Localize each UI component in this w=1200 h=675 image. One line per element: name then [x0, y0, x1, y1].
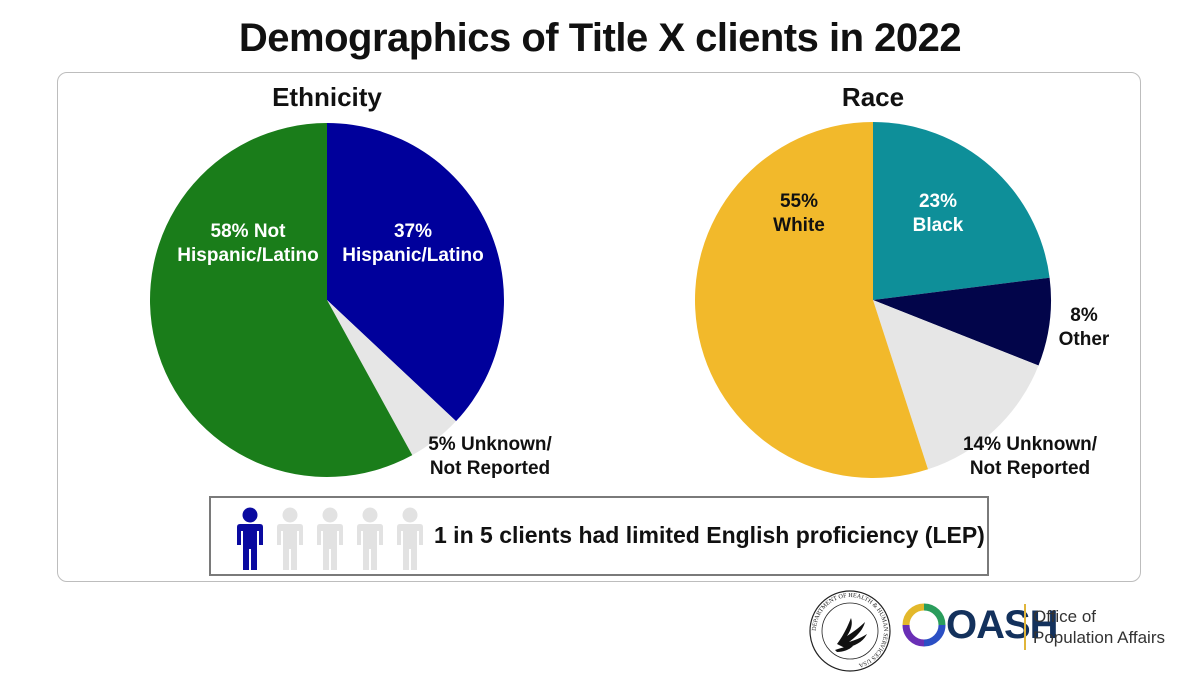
page-title: Demographics of Title X clients in 2022 — [238, 16, 962, 60]
eagle-icon — [835, 618, 867, 652]
office-name: Office of Population Affairs — [1033, 606, 1193, 648]
oash-ring-icon — [902, 603, 946, 647]
race-slice-3 — [694, 122, 929, 478]
race-slice-label-3: 55% White — [773, 191, 825, 236]
person-icon — [237, 507, 263, 570]
ethnicity-slice-label-1: 5% Unknown/Not Reported — [428, 434, 552, 479]
race-slice-0 — [873, 122, 1050, 300]
race-slice-label-2: 14% Unknown/Not Reported — [963, 434, 1098, 479]
ethnicity-slice-0 — [327, 123, 504, 422]
race-slice-2 — [873, 300, 1039, 470]
office-line-2: Population Affairs — [1033, 628, 1165, 647]
ethnicity-slice-label-2: 58% Not Hispanic/Latino — [177, 221, 318, 266]
race-slice-1 — [873, 277, 1051, 366]
oash-logo-text: OASH — [946, 603, 1059, 647]
person-icon — [357, 507, 383, 570]
person-icon — [397, 507, 423, 570]
ethnicity-chart-title: Ethnicity — [272, 82, 382, 112]
ethnicity-slice-1 — [327, 300, 457, 456]
office-line-1: Office of — [1033, 607, 1096, 626]
logo-divider — [1024, 604, 1026, 650]
race-slice-label-1: 8% Other — [1059, 305, 1110, 350]
lep-text: 1 in 5 clients had limited English profi… — [434, 522, 985, 548]
race-slice-label-0: 23% Black — [913, 191, 964, 236]
person-icon — [317, 507, 343, 570]
race-chart-title: Race — [841, 82, 905, 112]
person-icon — [277, 507, 303, 570]
hhs-seal-logo: DEPARTMENT OF HEALTH & HUMAN SERVICES US… — [809, 590, 891, 672]
ethnicity-slice-label-0: 37% Hispanic/Latino — [342, 221, 483, 266]
lep-callout: 1 in 5 clients had limited English profi… — [209, 496, 989, 576]
person-icons — [237, 507, 423, 570]
ethnicity-slice-2 — [150, 123, 413, 478]
